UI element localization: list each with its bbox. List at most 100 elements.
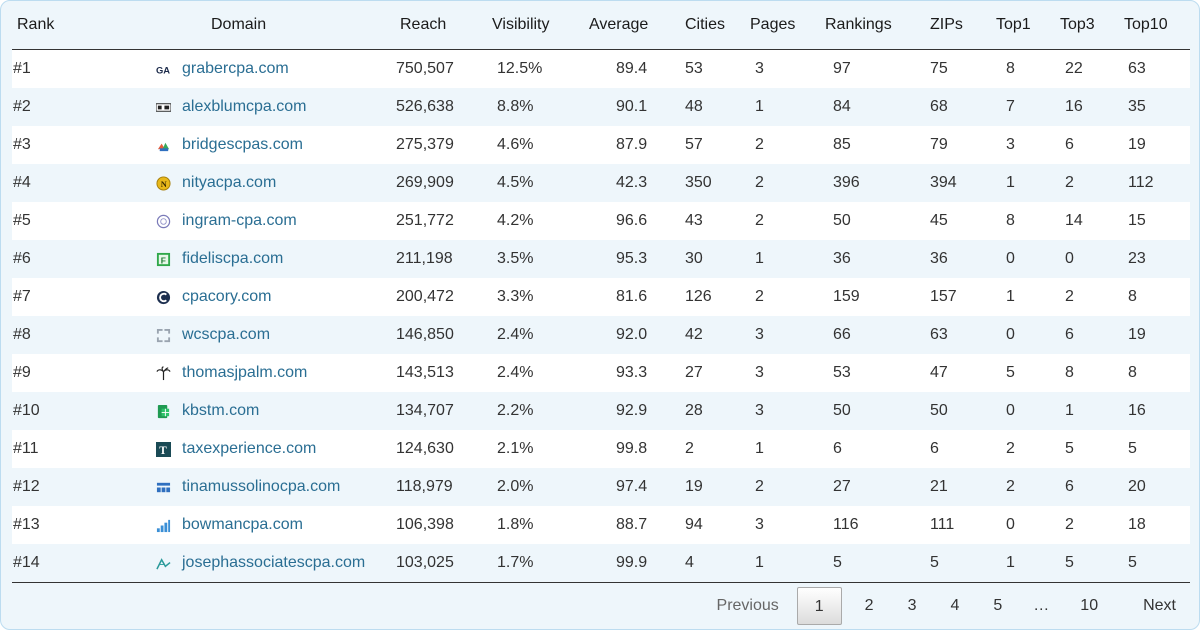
column-header-visibility[interactable]: Visibility [487, 1, 584, 50]
cell-pages: 2 [745, 202, 820, 240]
cell-cities: 126 [680, 278, 745, 316]
cell-average: 99.9 [584, 544, 680, 583]
cell-top10: 18 [1119, 506, 1190, 544]
cell-average: 87.9 [584, 126, 680, 164]
column-header-rank[interactable]: Rank [12, 1, 82, 50]
domain-link[interactable]: thomasjpalm.com [182, 364, 308, 381]
domain-cell-content: thomasjpalm.com [82, 364, 386, 382]
cell-reach: 103,025 [386, 544, 487, 583]
globe-circle-icon [156, 214, 171, 229]
cell-average: 42.3 [584, 164, 680, 202]
cell-rankings: 36 [820, 240, 925, 278]
cell-top3: 6 [1055, 126, 1119, 164]
cell-average: 95.3 [584, 240, 680, 278]
cell-top10: 112 [1119, 164, 1190, 202]
cell-top10: 16 [1119, 392, 1190, 430]
cell-visibility: 12.5% [487, 49, 584, 88]
domain-link[interactable]: wcscpa.com [182, 326, 271, 343]
pagination-page-last[interactable]: 10 [1080, 597, 1099, 614]
column-header-cities[interactable]: Cities [680, 1, 745, 50]
cell-cities: 94 [680, 506, 745, 544]
domain-link[interactable]: josephassociatescpa.com [182, 554, 366, 571]
domain-link[interactable]: alexblumcpa.com [182, 98, 307, 115]
cell-top1: 7 [991, 88, 1055, 126]
rankings-table: Rank Domain Reach Visibility Average Cities Pa… [12, 1, 1190, 583]
cell-cities: 350 [680, 164, 745, 202]
table-row: #1 GA grabercpa.com 750,507 12.5% 89.4 53 3 97 75… [12, 49, 1190, 88]
cell-top1: 0 [991, 392, 1055, 430]
cell-reach: 269,909 [386, 164, 487, 202]
domain-link[interactable]: tinamussolinocpa.com [182, 478, 341, 495]
rankings-table-wrap: Rank Domain Reach Visibility Average Cities Pa… [12, 1, 1190, 583]
cell-rank: #3 [12, 126, 82, 164]
cell-top1: 0 [991, 240, 1055, 278]
domain-link[interactable]: kbstm.com [182, 402, 260, 419]
column-header-top3[interactable]: Top3 [1055, 1, 1119, 50]
cell-top10: 15 [1119, 202, 1190, 240]
column-header-rankings[interactable]: Rankings [820, 1, 925, 50]
cell-domain: cpacory.com [82, 278, 386, 316]
cell-top3: 1 [1055, 392, 1119, 430]
cell-pages: 3 [745, 49, 820, 88]
cell-visibility: 2.4% [487, 354, 584, 392]
domain-link[interactable]: cpacory.com [182, 288, 272, 305]
column-header-top1[interactable]: Top1 [991, 1, 1055, 50]
cell-visibility: 3.3% [487, 278, 584, 316]
svg-text:F: F [161, 255, 166, 265]
domain-link[interactable]: fideliscpa.com [182, 250, 284, 267]
cell-zips: 6 [925, 430, 991, 468]
pagination-previous-button[interactable]: Previous [716, 597, 779, 614]
cell-top1: 0 [991, 316, 1055, 354]
domain-link[interactable]: grabercpa.com [182, 60, 289, 77]
cell-rankings: 159 [820, 278, 925, 316]
cell-visibility: 2.1% [487, 430, 584, 468]
pagination-page-1[interactable]: 1 [796, 587, 842, 625]
cell-zips: 157 [925, 278, 991, 316]
domain-cell-content: alexblumcpa.com [82, 98, 386, 116]
cell-top10: 8 [1119, 278, 1190, 316]
domain-link[interactable]: bowmancpa.com [182, 516, 303, 533]
pagination-page-2[interactable]: 2 [864, 597, 874, 614]
cell-reach: 251,772 [386, 202, 487, 240]
domain-link[interactable]: nityacpa.com [182, 174, 277, 191]
cell-domain: GA grabercpa.com [82, 49, 386, 88]
cell-cities: 43 [680, 202, 745, 240]
cell-top3: 8 [1055, 354, 1119, 392]
column-header-reach[interactable]: Reach [386, 1, 487, 50]
cell-top1: 5 [991, 354, 1055, 392]
pagination-next-button[interactable]: Next [1143, 597, 1176, 614]
cell-domain: kbstm.com [82, 392, 386, 430]
cell-reach: 124,630 [386, 430, 487, 468]
pagination-page-3[interactable]: 3 [907, 597, 917, 614]
domain-link[interactable]: ingram-cpa.com [182, 212, 297, 229]
cell-zips: 75 [925, 49, 991, 88]
cell-cities: 27 [680, 354, 745, 392]
cell-pages: 3 [745, 392, 820, 430]
domain-cell-content: wcscpa.com [82, 326, 386, 344]
cell-top3: 5 [1055, 430, 1119, 468]
column-header-pages[interactable]: Pages [745, 1, 820, 50]
column-header-zips[interactable]: ZIPs [925, 1, 991, 50]
domain-link[interactable]: taxexperience.com [182, 440, 317, 457]
cell-top3: 2 [1055, 506, 1119, 544]
pagination-page-5[interactable]: 5 [993, 597, 1003, 614]
column-header-average[interactable]: Average [584, 1, 680, 50]
column-header-domain[interactable]: Domain [82, 1, 386, 50]
table-row: #13 bowmancpa.com 106,398 1.8% 88.7 94 3 116 111… [12, 506, 1190, 544]
cell-rankings: 97 [820, 49, 925, 88]
cell-rank: #6 [12, 240, 82, 278]
cell-pages: 1 [745, 430, 820, 468]
colorful-blocks-icon [156, 138, 171, 153]
domain-link[interactable]: bridgescpas.com [182, 136, 303, 153]
domain-cell-content: ingram-cpa.com [82, 212, 386, 230]
domain-cell-content: cpacory.com [82, 288, 386, 306]
cell-pages: 2 [745, 278, 820, 316]
cell-domain: alexblumcpa.com [82, 88, 386, 126]
cell-reach: 134,707 [386, 392, 487, 430]
domain-cell-content: bridgescpas.com [82, 136, 386, 154]
pagination-page-4[interactable]: 4 [950, 597, 960, 614]
column-header-top10[interactable]: Top10 [1119, 1, 1190, 50]
